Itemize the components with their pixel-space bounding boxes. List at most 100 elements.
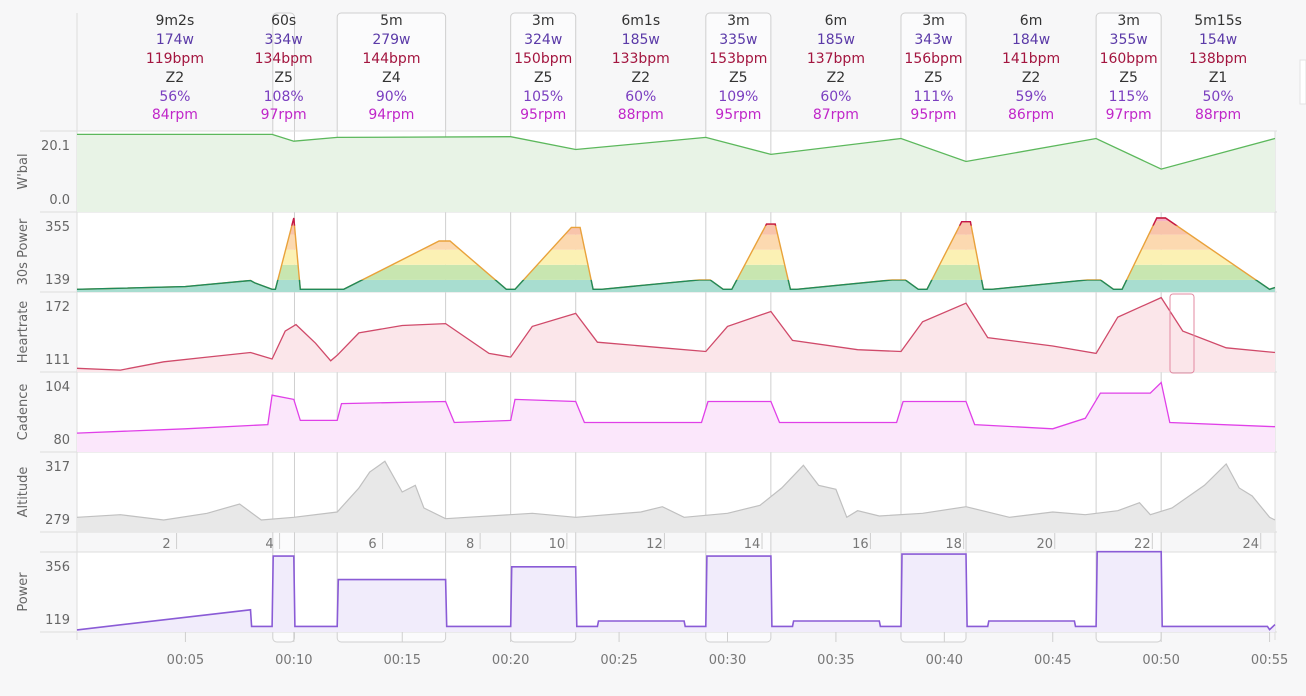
segment-power-8: 184w	[1012, 32, 1050, 48]
segment-cad-5: 95rpm	[715, 107, 761, 123]
heartrate-axis-title: Heartrate	[16, 301, 31, 364]
segment-duration-0: 9m2s	[156, 13, 195, 29]
heartrate-ymin-label: 111	[45, 353, 70, 368]
hover-marker[interactable]	[1169, 293, 1195, 374]
power30-axis-title: 30s Power	[16, 218, 31, 285]
segment-label-4[interactable]: 6m1s 185w 133bpm Z2 60% 88rpm	[612, 13, 670, 123]
segment-duration-10: 5m15s	[1194, 13, 1242, 29]
segment-duration-7: 3m	[922, 13, 945, 29]
segment-cad-7: 95rpm	[910, 107, 956, 123]
wbal-ymax-label: 20.1	[41, 139, 70, 154]
segment-label-1[interactable]: 60s 334w 134bpm Z5 108% 97rpm	[255, 13, 313, 123]
cadence-axis-title: Cadence	[16, 384, 31, 441]
segment-cad-8: 86rpm	[1008, 107, 1054, 123]
distance-tick-5: 12	[646, 537, 663, 552]
distance-tick-11: 24	[1242, 537, 1259, 552]
heartrate-line[interactable]	[76, 296, 1276, 371]
segment-hr-7: 156bpm	[904, 51, 962, 67]
power-line[interactable]	[76, 550, 1276, 631]
segment-label-10[interactable]: 5m15s 154w 138bpm Z1 50% 88rpm	[1189, 13, 1247, 123]
segment-hr-4: 133bpm	[612, 51, 670, 67]
segment-duration-4: 6m1s	[621, 13, 660, 29]
time-tick-2: 00:15	[384, 653, 421, 668]
distance-tick-0: 2	[162, 537, 170, 552]
cadence-ymax-label: 104	[45, 380, 70, 395]
time-tick-0: 00:05	[167, 653, 204, 668]
time-tick-6: 00:35	[817, 653, 854, 668]
distance-tick-2: 6	[368, 537, 376, 552]
side-panel-edge	[1299, 59, 1306, 105]
power-ymax-label: 356	[45, 560, 70, 575]
segment-pct-0: 56%	[159, 89, 190, 105]
segment-power-2: 279w	[372, 32, 410, 48]
segment-cad-10: 88rpm	[1195, 107, 1241, 123]
segment-power-3: 324w	[524, 32, 562, 48]
segment-zone-1: Z5	[274, 70, 293, 86]
distance-tick-10: 22	[1134, 537, 1151, 552]
segment-pct-1: 108%	[264, 89, 304, 105]
segment-power-4: 185w	[622, 32, 660, 48]
power30-zone-band-0	[77, 279, 1275, 292]
segment-power-6: 185w	[817, 32, 855, 48]
power30-ymin-label: 139	[45, 273, 70, 288]
wbal-ymin-label: 0.0	[49, 193, 70, 208]
wbal-line[interactable]	[77, 133, 1276, 170]
time-tick-5: 00:30	[709, 653, 746, 668]
heartrate-ymax-label: 172	[45, 300, 70, 315]
segment-duration-1: 60s	[271, 13, 296, 29]
power30-base-line	[77, 279, 1275, 291]
segment-hr-6: 137bpm	[807, 51, 865, 67]
segment-zone-7: Z5	[924, 70, 943, 86]
segment-label-7[interactable]: 3m 343w 156bpm Z5 111% 95rpm	[904, 13, 962, 123]
segment-cad-2: 94rpm	[368, 107, 414, 123]
cadence-ymin-label: 80	[53, 433, 70, 448]
segment-duration-3: 3m	[532, 13, 555, 29]
segment-power-0: 174w	[156, 32, 194, 48]
segment-pct-5: 109%	[718, 89, 758, 105]
time-tick-9: 00:50	[1142, 653, 1179, 668]
segment-cad-3: 95rpm	[520, 107, 566, 123]
segment-label-0[interactable]: 9m2s 174w 119bpm Z2 56% 84rpm	[146, 13, 204, 123]
segment-pct-10: 50%	[1203, 89, 1234, 105]
altitude-ymax-label: 317	[45, 460, 70, 475]
cadence-line[interactable]	[76, 381, 1276, 434]
segment-pct-7: 111%	[913, 89, 953, 105]
segment-pct-4: 60%	[625, 89, 656, 105]
segment-pct-9: 115%	[1109, 89, 1149, 105]
segment-zone-4: Z2	[632, 70, 651, 86]
segment-label-5[interactable]: 3m 335w 153bpm Z5 109% 95rpm	[709, 13, 767, 123]
time-tick-3: 00:20	[492, 653, 529, 668]
segment-duration-9: 3m	[1117, 13, 1140, 29]
segment-label-2[interactable]: 5m 279w 144bpm Z4 90% 94rpm	[362, 13, 420, 123]
segment-power-1: 334w	[265, 32, 303, 48]
segment-label-3[interactable]: 3m 324w 150bpm Z5 105% 95rpm	[514, 13, 572, 123]
segment-zone-8: Z2	[1022, 70, 1041, 86]
segment-power-9: 355w	[1110, 32, 1148, 48]
segment-cad-6: 87rpm	[813, 107, 859, 123]
segment-hr-1: 134bpm	[255, 51, 313, 67]
segment-cad-0: 84rpm	[152, 107, 198, 123]
segment-zone-2: Z4	[382, 70, 401, 86]
distance-tick-7: 16	[852, 537, 869, 552]
segment-hr-5: 153bpm	[709, 51, 767, 67]
power-plot-background	[77, 552, 1275, 632]
segment-pct-6: 60%	[820, 89, 851, 105]
segment-label-8[interactable]: 6m 184w 141bpm Z2 59% 86rpm	[1002, 13, 1060, 123]
segment-duration-6: 6m	[825, 13, 848, 29]
segment-label-6[interactable]: 6m 185w 137bpm Z2 60% 87rpm	[807, 13, 865, 123]
segment-label-9[interactable]: 3m 355w 160bpm Z5 115% 97rpm	[1100, 13, 1158, 123]
altitude-axis-title: Altitude	[16, 467, 31, 518]
segment-duration-8: 6m	[1020, 13, 1043, 29]
segment-power-7: 343w	[914, 32, 952, 48]
segment-cad-4: 88rpm	[618, 107, 664, 123]
segment-hr-9: 160bpm	[1100, 51, 1158, 67]
segment-zone-0: Z2	[166, 70, 185, 86]
segment-duration-5: 3m	[727, 13, 750, 29]
altitude-line[interactable]	[76, 460, 1276, 521]
segment-duration-2: 5m	[380, 13, 403, 29]
segment-pct-8: 59%	[1016, 89, 1047, 105]
wbal-area	[77, 134, 1275, 212]
segment-hr-2: 144bpm	[362, 51, 420, 67]
power-axis-title: Power	[16, 572, 31, 612]
